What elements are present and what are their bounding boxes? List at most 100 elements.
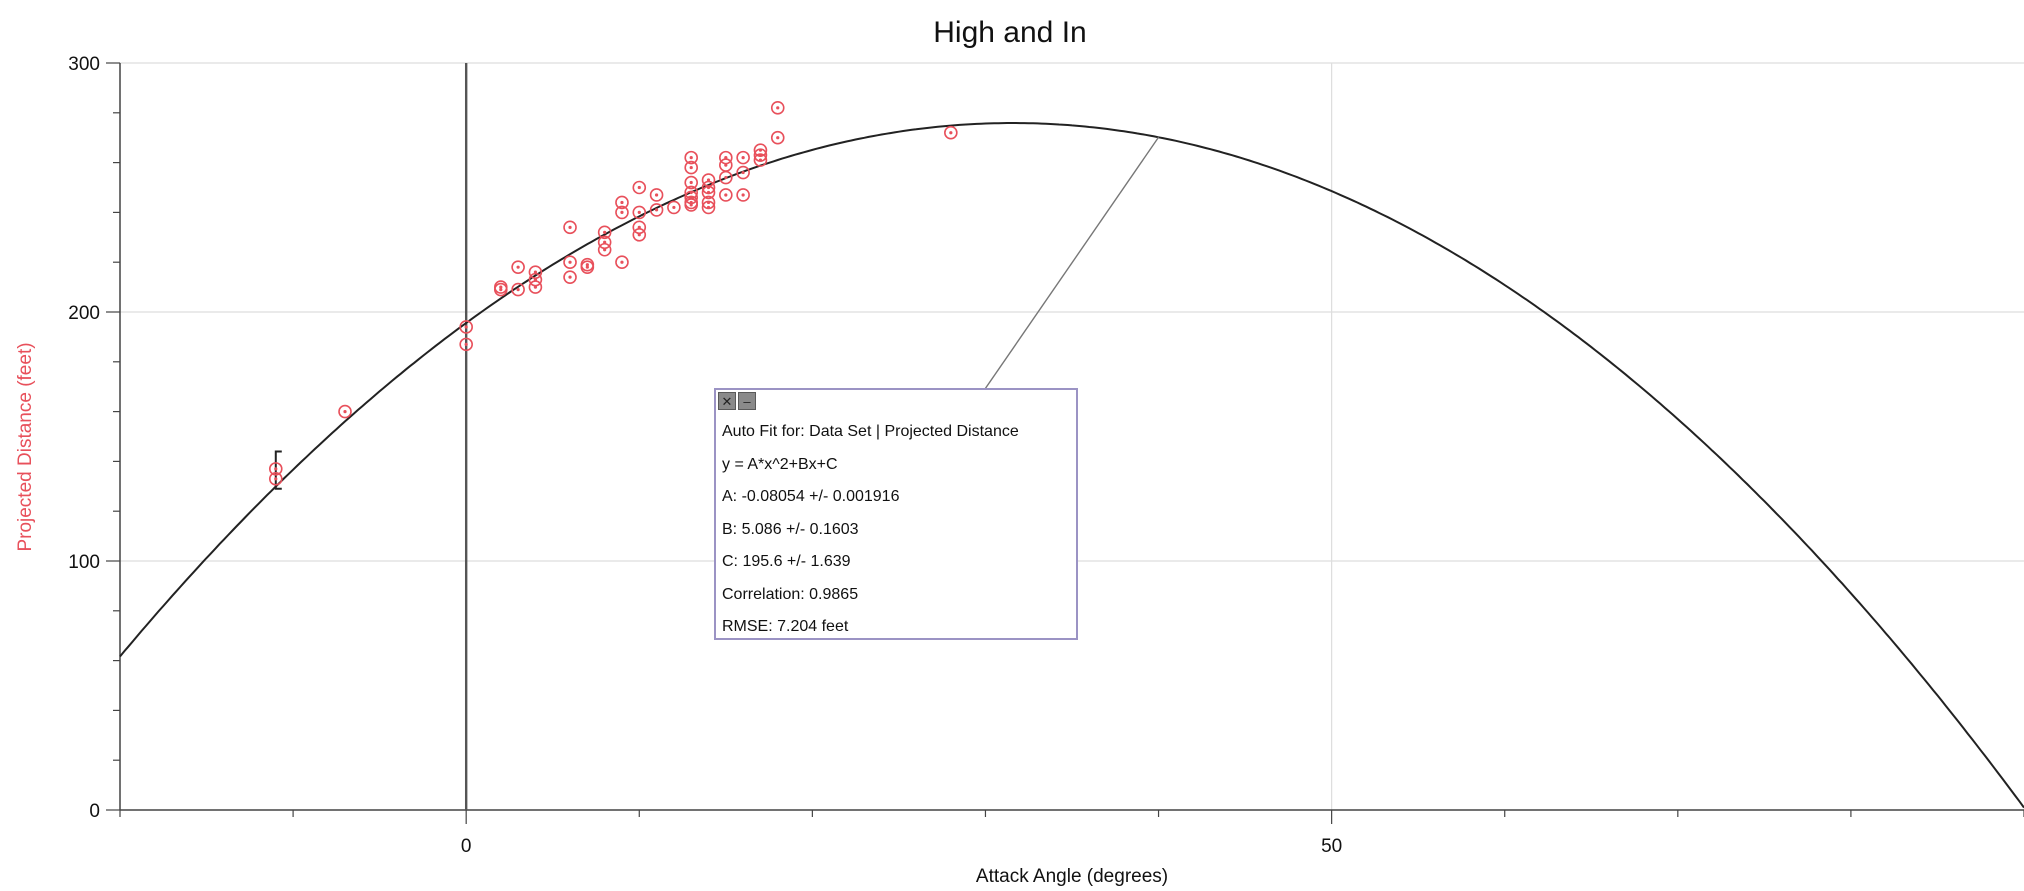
data-point-dot (637, 185, 641, 190)
data-point-ring (770, 130, 785, 145)
fit-leader-layer (984, 136, 1160, 390)
data-point-ring (649, 203, 664, 217)
data-point-dot (516, 265, 520, 269)
data-point-ring (632, 180, 647, 195)
data-point-dot (724, 193, 728, 197)
data-point-ring (701, 173, 716, 187)
data-point-dot (343, 410, 347, 414)
data-point-dot (689, 190, 693, 195)
data-point-ring (649, 188, 664, 202)
data-point (338, 404, 352, 419)
data-point-dot (758, 148, 763, 152)
data-point-ring (701, 195, 716, 210)
curve-fit-panel[interactable]: ✕ – Auto Fit for: Data Set | Projected D… (714, 388, 1078, 640)
y-tick-label: 200 (68, 303, 100, 324)
minimize-icon[interactable]: – (738, 392, 756, 410)
data-point (770, 130, 785, 145)
data-point (701, 195, 716, 210)
data-point-dot (274, 467, 278, 471)
data-point-dot (706, 200, 711, 205)
data-point-dot (568, 260, 572, 264)
fit-param-b: B: 5.086 +/- 0.1603 (722, 520, 859, 538)
data-point-ring (632, 220, 647, 235)
data-point (597, 235, 612, 250)
data-point-ring (684, 175, 699, 190)
data-point-dot (568, 275, 572, 279)
data-point (528, 265, 543, 279)
data-point-dot (499, 287, 503, 292)
data-point (268, 472, 283, 486)
data-point-ring (528, 265, 543, 279)
data-point-dot (637, 225, 641, 229)
data-point (597, 225, 612, 240)
data-point-dot (516, 287, 520, 292)
data-point (563, 255, 577, 270)
data-point-dot (620, 210, 624, 214)
data-point (459, 320, 473, 334)
data-point (667, 200, 681, 215)
data-point-ring (770, 101, 785, 115)
data-point-ring (511, 282, 525, 297)
data-point-ring (736, 188, 750, 202)
data-point (770, 101, 785, 115)
data-point (736, 150, 750, 165)
data-point (684, 160, 699, 175)
fit-rmse: RMSE: 7.204 feet (722, 618, 849, 635)
data-point-ring (684, 150, 699, 165)
y-tick-label: 300 (68, 54, 100, 75)
fit-curve (119, 122, 2024, 809)
data-point-ring (736, 165, 750, 180)
fit-param-a: A: -0.08054 +/- 0.001916 (722, 488, 900, 505)
data-point-dot (689, 180, 693, 185)
x-tick-label: 50 (1321, 836, 1342, 857)
data-point-ring (511, 260, 525, 274)
fit-equation: y = A*x^2+Bx+C (722, 455, 838, 473)
fit-parameters: Auto Fit for: Data Set | Projected Dista… (722, 416, 1019, 644)
data-point-dot (499, 285, 503, 289)
y-tick-label: 0 (89, 801, 100, 822)
data-point-dot (741, 156, 745, 160)
data-point (753, 143, 768, 157)
data-point-dot (689, 156, 693, 160)
close-icon[interactable]: ✕ (718, 392, 736, 410)
axes (119, 63, 2024, 811)
data-point-ring (684, 160, 699, 175)
data-point-dot (741, 170, 745, 175)
data-point (580, 257, 595, 272)
data-point-dot (464, 342, 468, 346)
data-point-ring (563, 255, 577, 270)
data-point-ring (338, 404, 352, 419)
tick-marks (106, 62, 2024, 824)
fit-panel-controls: ✕ – (718, 392, 756, 410)
data-point (615, 255, 629, 270)
data-point-ring (493, 280, 508, 294)
data-point-ring (615, 195, 629, 210)
y-axis-label: Projected Distance (feet) (15, 342, 36, 551)
data-point-dot (585, 265, 589, 269)
y-tick-label: 100 (68, 552, 100, 573)
data-point-dot (654, 208, 659, 212)
data-point (701, 173, 716, 187)
data-point-ring (667, 200, 681, 215)
data-point-dot (603, 240, 607, 244)
fit-leader-line (984, 136, 1160, 390)
data-point-ring (753, 143, 768, 157)
data-point-dot (776, 106, 780, 110)
data-point-dot (620, 260, 624, 264)
data-point-dot (689, 165, 693, 170)
data-point-dot (724, 175, 728, 180)
data-point (615, 195, 629, 210)
data-point-ring (615, 255, 629, 270)
data-point-dot (949, 131, 953, 135)
data-point-dot (464, 325, 468, 329)
data-point (511, 282, 525, 297)
data-point (268, 462, 283, 476)
data-point-ring (719, 150, 733, 165)
data-point (649, 188, 664, 202)
fit-correlation: Correlation: 0.9865 (722, 585, 859, 603)
data-point-ring (459, 337, 473, 352)
data-points (268, 101, 958, 486)
data-point (563, 220, 577, 235)
data-point-ring (632, 205, 647, 220)
